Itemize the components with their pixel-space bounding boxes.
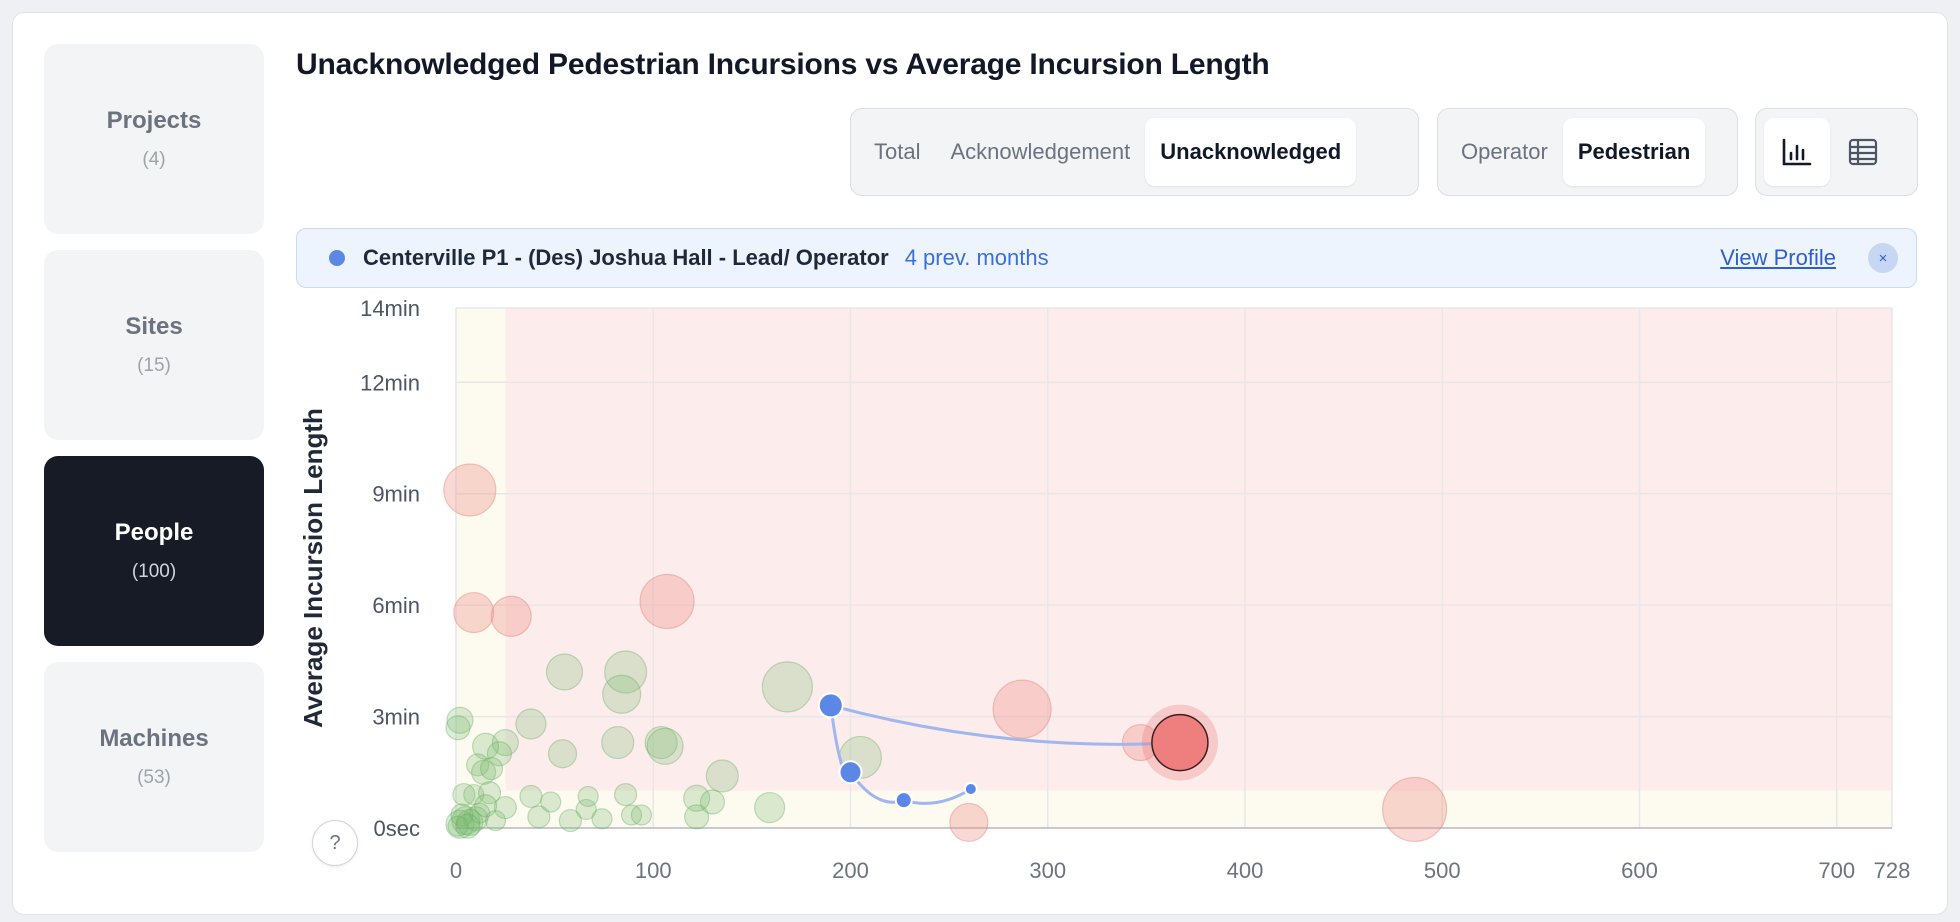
nav-tile-label: Sites <box>125 313 183 340</box>
nav-tile-label: People <box>114 519 194 546</box>
nav-tile-projects[interactable]: Projects (4) <box>44 44 264 234</box>
nav-tile-count: (100) <box>131 561 177 582</box>
close-icon[interactable]: × <box>1868 243 1898 273</box>
metric-toggle: Total Acknowledgement Unacknowledged <box>850 108 1419 196</box>
nav-tile-people[interactable]: People (100) <box>44 456 264 646</box>
help-button[interactable]: ? <box>312 820 358 866</box>
selection-name: Centerville P1 - (Des) Joshua Hall - Lea… <box>363 245 889 270</box>
selection-dot-icon <box>329 250 345 266</box>
bar-chart-icon <box>1782 138 1812 166</box>
view-profile-link[interactable]: View Profile <box>1720 245 1836 270</box>
page-title: Unacknowledged Pedestrian Incursions vs … <box>296 48 1270 81</box>
nav-tile-count: (15) <box>137 355 171 376</box>
role-option-operator[interactable]: Operator <box>1461 139 1548 164</box>
metric-option-unacknowledged[interactable]: Unacknowledged <box>1145 118 1357 186</box>
nav-tile-count: (4) <box>142 149 166 170</box>
nav-tile-machines[interactable]: Machines (53) <box>44 662 264 852</box>
metric-option-total[interactable]: Total <box>874 139 921 164</box>
role-option-pedestrian[interactable]: Pedestrian <box>1562 118 1706 186</box>
table-icon <box>1848 138 1878 166</box>
table-view-button[interactable] <box>1830 118 1896 186</box>
role-toggle: Operator Pedestrian <box>1437 108 1738 196</box>
selection-period: 4 prev. months <box>904 245 1049 270</box>
nav-tile-count: (53) <box>137 767 171 788</box>
chart-view-button[interactable] <box>1764 118 1830 186</box>
view-toggle <box>1755 108 1918 196</box>
nav-tile-sites[interactable]: Sites (15) <box>44 250 264 440</box>
nav-tile-label: Projects <box>106 107 202 134</box>
nav-tile-label: Machines <box>99 725 209 752</box>
metric-option-acknowledgement[interactable]: Acknowledgement <box>950 139 1131 164</box>
selection-banner: Centerville P1 - (Des) Joshua Hall - Lea… <box>296 228 1917 288</box>
